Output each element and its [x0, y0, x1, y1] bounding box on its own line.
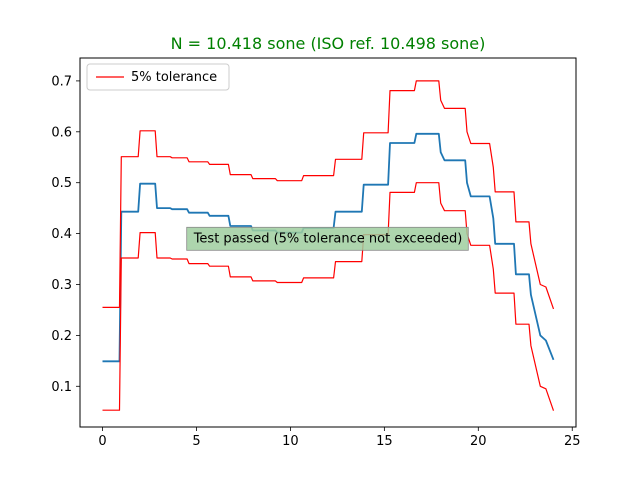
result-annotation: Test passed (5% tolerance not exceeded) [186, 226, 469, 251]
y-tick-label: 0.4 [51, 227, 72, 242]
legend-frame [86, 63, 230, 91]
annotation-box [186, 226, 469, 251]
annotation-text: Test passed (5% tolerance not exceeded) [193, 231, 463, 246]
upper-tolerance-line [102, 80, 555, 310]
measured-line [102, 132, 555, 363]
legend-label: 5% tolerance [131, 70, 217, 85]
y-tick-label: 0.6 [51, 125, 72, 140]
x-tick-label: 5 [192, 434, 200, 449]
x-tick-label: 25 [564, 434, 581, 449]
y-tick-label: 0.5 [51, 176, 72, 191]
x-tick-label: 10 [282, 434, 299, 449]
chart-title: N = 10.418 sone (ISO ref. 10.498 sone) [171, 34, 486, 53]
y-axis: 0.1 0.2 0.3 0.4 0.5 0.6 0.7 [51, 74, 80, 395]
legend: 5% tolerance [86, 63, 230, 91]
x-tick-label: 0 [98, 434, 106, 449]
y-tick-label: 0.1 [51, 380, 72, 395]
x-axis: 0 5 10 15 20 25 [98, 427, 581, 449]
axes-frame [79, 57, 577, 428]
lower-tolerance-line [102, 182, 555, 411]
x-tick-label: 15 [376, 434, 393, 449]
y-tick-label: 0.3 [51, 278, 72, 293]
y-tick-label: 0.2 [51, 329, 72, 344]
x-tick-label: 20 [470, 434, 487, 449]
y-tick-label: 0.7 [51, 74, 72, 89]
